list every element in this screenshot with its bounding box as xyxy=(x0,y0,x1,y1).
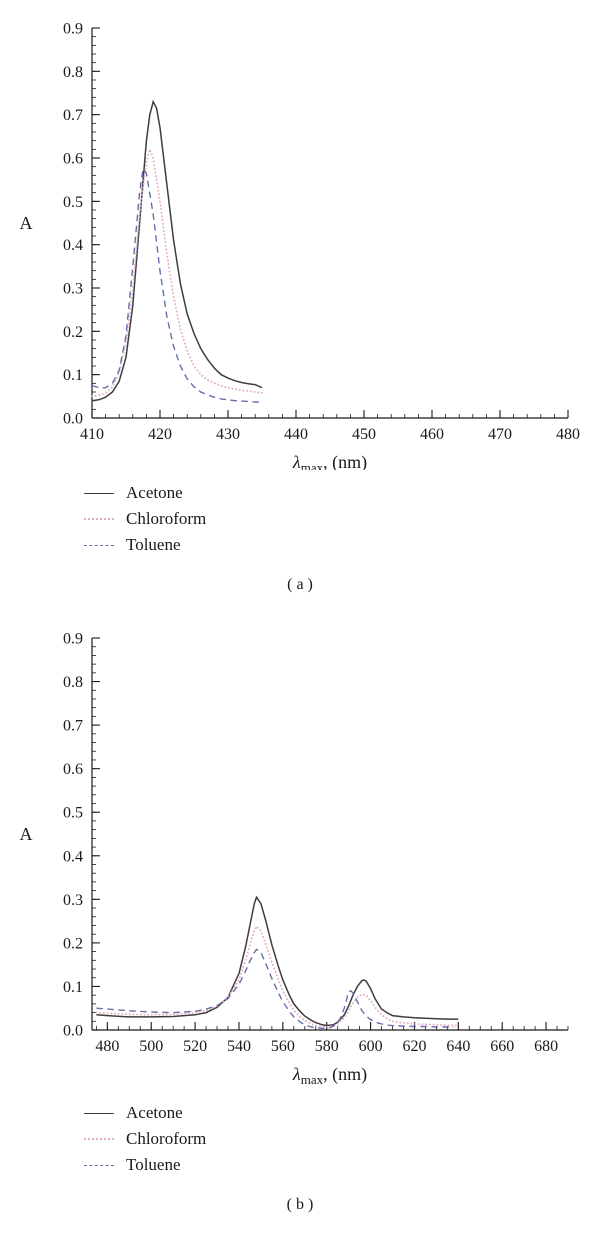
x-axis-label: λmax, (nm) xyxy=(292,452,367,470)
legend-label-acetone: Acetone xyxy=(126,483,183,502)
legend-line-dotted-icon xyxy=(84,1138,114,1140)
series-line-toluene xyxy=(91,167,263,404)
svg-text:620: 620 xyxy=(402,1038,426,1055)
svg-text:0.6: 0.6 xyxy=(63,761,83,778)
svg-text:420: 420 xyxy=(148,426,172,443)
y-axis-label: A xyxy=(20,213,33,233)
svg-text:520: 520 xyxy=(183,1038,207,1055)
legend-item-chloroform: Chloroform xyxy=(84,506,600,532)
svg-text:0.2: 0.2 xyxy=(63,324,83,341)
legend-label-acetone: Acetone xyxy=(126,1103,183,1122)
svg-text:0.9: 0.9 xyxy=(63,631,83,648)
svg-text:0.1: 0.1 xyxy=(63,979,83,996)
x-axis-label: λmax, (nm) xyxy=(292,1064,367,1087)
legend-label-toluene: Toluene xyxy=(126,535,181,554)
legend-line-dashed-icon xyxy=(84,1164,114,1166)
axes xyxy=(91,28,568,419)
svg-text:0.6: 0.6 xyxy=(63,151,83,168)
legend-a: Acetone Chloroform Toluene xyxy=(84,480,600,558)
svg-text:680: 680 xyxy=(534,1038,558,1055)
svg-text:560: 560 xyxy=(271,1038,295,1055)
legend-line-dashed-icon xyxy=(84,544,114,546)
svg-text:540: 540 xyxy=(227,1038,251,1055)
figure-b: 480 500 520 540 560 580 600 620 640 660 680 0.0 0.1 0… xyxy=(0,620,600,1214)
series-line-chloroform xyxy=(91,146,263,398)
legend-line-dotted-icon xyxy=(84,518,114,520)
legend-item-acetone: Acetone xyxy=(84,480,600,506)
x-axis-ticks: 410 420 430 440 450 460 470 480 xyxy=(80,410,580,443)
svg-text:480: 480 xyxy=(556,426,580,443)
svg-text:640: 640 xyxy=(446,1038,470,1055)
svg-text:0.1: 0.1 xyxy=(63,367,83,384)
y-axis-ticks: 0.0 0.1 0.2 0.3 0.4 0.5 0.6 0.7 0.8 0.9 xyxy=(63,631,100,1040)
svg-text:430: 430 xyxy=(216,426,240,443)
y-axis-ticks: 0.0 0.1 0.2 0.3 0.4 0.5 0.6 0.7 0.8 0.9 xyxy=(63,21,100,428)
svg-text:0.3: 0.3 xyxy=(63,892,83,909)
legend-line-solid-icon xyxy=(84,1112,114,1114)
legend-label-toluene: Toluene xyxy=(126,1155,181,1174)
svg-text:660: 660 xyxy=(490,1038,514,1055)
svg-text:580: 580 xyxy=(315,1038,339,1055)
chart-b-plot: 480 500 520 540 560 580 600 620 640 660 6800.00.10… xyxy=(20,631,569,1087)
svg-text:440: 440 xyxy=(284,426,308,443)
legend-item-chloroform: Chloroform xyxy=(84,1126,600,1152)
svg-text:0.7: 0.7 xyxy=(63,718,83,735)
legend-item-acetone: Acetone xyxy=(84,1100,600,1126)
svg-text:0.8: 0.8 xyxy=(63,674,83,691)
legend-item-toluene: Toluene xyxy=(84,1152,600,1178)
svg-text:0.5: 0.5 xyxy=(63,805,83,822)
series-line-toluene xyxy=(96,948,454,1029)
svg-text:410: 410 xyxy=(80,426,104,443)
svg-text:0.9: 0.9 xyxy=(63,21,83,38)
series-line-acetone xyxy=(96,895,459,1027)
legend-label-chloroform: Chloroform xyxy=(126,1129,207,1148)
figure-a: 410 420 430 440 450 460 470 480 0.0 0.1 0.2 0.3 0.4 0… xyxy=(0,0,600,594)
svg-text:460: 460 xyxy=(420,426,444,443)
svg-text:470: 470 xyxy=(488,426,512,443)
svg-text:0.4: 0.4 xyxy=(63,237,83,254)
svg-text:0.5: 0.5 xyxy=(63,194,83,211)
svg-text:450: 450 xyxy=(352,426,376,443)
svg-text:0.3: 0.3 xyxy=(63,281,83,298)
series-line-acetone xyxy=(91,99,263,402)
legend-label-chloroform: Chloroform xyxy=(126,509,207,528)
legend-item-toluene: Toluene xyxy=(84,532,600,558)
svg-text:0.8: 0.8 xyxy=(63,64,83,81)
svg-text:0.0: 0.0 xyxy=(63,411,83,428)
svg-text:0.7: 0.7 xyxy=(63,107,83,124)
legend-line-solid-icon xyxy=(84,492,114,494)
svg-text:0.2: 0.2 xyxy=(63,935,83,952)
y-axis-label: A xyxy=(20,824,33,844)
x-axis-ticks: 480 500 520 540 560 580 600 620 640 660 680 xyxy=(95,1022,558,1055)
caption-a: ( a ) xyxy=(287,576,313,593)
chart-a-plot: 410 420 430 440 450 460 470 4800.00.10.20.30.40… xyxy=(20,21,581,471)
svg-text:0.0: 0.0 xyxy=(63,1023,83,1040)
legend-b: Acetone Chloroform Toluene xyxy=(84,1100,600,1178)
series-line-chloroform xyxy=(95,924,460,1028)
svg-text:0.4: 0.4 xyxy=(63,848,83,865)
svg-text:600: 600 xyxy=(359,1038,383,1055)
svg-text:480: 480 xyxy=(95,1038,119,1055)
axes xyxy=(91,638,568,1031)
svg-text:500: 500 xyxy=(139,1038,163,1055)
caption-b: ( b ) xyxy=(286,1196,314,1213)
